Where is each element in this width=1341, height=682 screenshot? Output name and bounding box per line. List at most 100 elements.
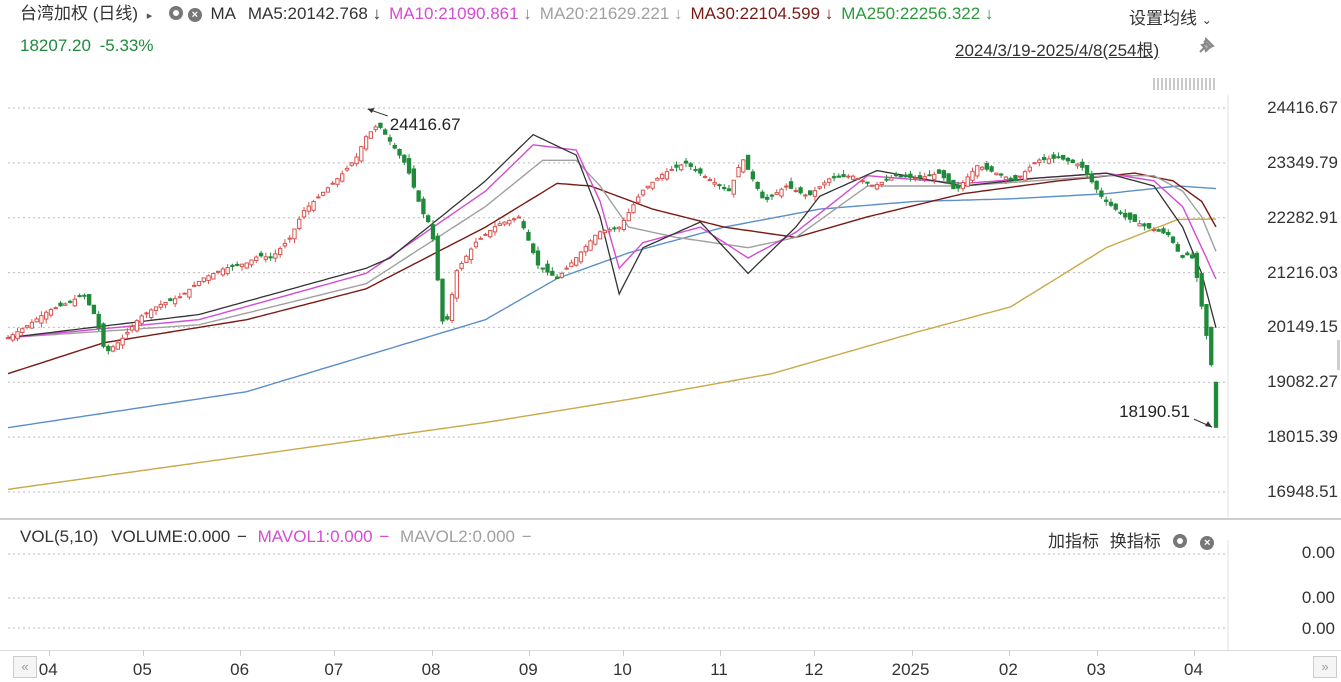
vol-mavol2: MAVOL2:0.000 <box>400 527 516 546</box>
candle-body <box>669 168 674 171</box>
right-scroll-handle[interactable] <box>1337 340 1340 370</box>
candle-body <box>1084 165 1090 176</box>
candle-body <box>788 181 794 189</box>
add-indicator-button[interactable]: 加指标 <box>1048 532 1099 551</box>
candle-body <box>454 270 459 299</box>
x-tick-label-7: 11 <box>710 660 728 679</box>
candle-body <box>564 267 569 270</box>
candle-body <box>1032 162 1037 165</box>
ma-line-ma20 <box>7 159 1217 339</box>
candle-body <box>1008 177 1013 180</box>
panel-divider[interactable] <box>0 518 1341 520</box>
candle-body <box>607 229 612 232</box>
candle-body <box>502 221 507 225</box>
low-label: 18190.51 <box>1119 402 1190 421</box>
candle-body <box>1070 159 1075 163</box>
candle-body <box>1075 163 1080 167</box>
candle-body <box>927 174 932 177</box>
drag-handle-icon[interactable] <box>1153 78 1217 90</box>
candle-body <box>29 321 35 329</box>
x-tick-mark <box>334 650 336 656</box>
x-tick-label-12: 04 <box>1184 660 1203 679</box>
candle-body <box>58 302 63 307</box>
candle-body <box>636 196 641 203</box>
candle-body <box>1099 190 1104 197</box>
chevron-down-icon: ⌄ <box>1201 13 1212 27</box>
candle-body <box>354 156 359 165</box>
x-tick-label-9: 2025 <box>891 660 930 679</box>
candle-body <box>24 325 30 328</box>
candle-body <box>492 226 498 233</box>
candle-body <box>129 325 135 331</box>
candle-body <box>511 218 517 221</box>
vol-close-icon[interactable]: × <box>1200 536 1215 550</box>
vol-dash-2: − <box>379 527 390 546</box>
candle-body <box>72 298 78 307</box>
candle-body <box>979 166 985 170</box>
candle-body <box>335 178 340 185</box>
index-title[interactable]: 台湾加权 (日线) <box>20 4 139 23</box>
scroll-right-button[interactable]: » <box>1313 656 1337 678</box>
candle-body <box>760 191 765 199</box>
candle-body <box>659 173 665 179</box>
candle-body <box>1013 175 1018 182</box>
candle-body <box>1146 223 1152 229</box>
vol-mavol1: MAVOL1:0.000 <box>257 527 373 546</box>
y-tick-label-1: 23349.79 <box>1267 152 1338 172</box>
ma-label: MA <box>210 4 236 23</box>
candle-body <box>574 257 579 266</box>
candle-body <box>626 212 631 222</box>
candle-body <box>645 185 650 189</box>
candle-body <box>559 272 565 278</box>
close-icon[interactable]: × <box>187 8 202 22</box>
x-tick-label-6: 10 <box>612 660 632 679</box>
candle-body <box>144 312 149 315</box>
scroll-left-button[interactable]: « <box>13 656 37 678</box>
candle-body <box>211 272 216 280</box>
candle-body <box>612 227 617 230</box>
indicator-controls: 加指标 换指标 × <box>1048 527 1215 552</box>
date-range[interactable]: 2024/3/19-2025/4/8(254根) <box>955 36 1159 61</box>
candle-body <box>741 159 746 173</box>
switch-indicator-button[interactable]: 换指标 <box>1109 532 1161 551</box>
candle-body <box>44 311 49 320</box>
candle-body <box>812 190 818 197</box>
candle-body <box>282 242 288 247</box>
candle-body <box>540 267 545 270</box>
x-tick-label-3: 07 <box>324 660 344 679</box>
candle-body <box>1113 203 1118 210</box>
candle-body <box>363 136 369 150</box>
y-tick-label-7: 16948.51 <box>1267 482 1338 501</box>
high-label: 24416.67 <box>390 115 461 134</box>
candle-body <box>640 189 646 196</box>
candle-body <box>554 276 560 280</box>
candle-body <box>383 129 388 135</box>
last-price: 18207.20 <box>20 36 91 55</box>
candlestick-chart[interactable]: 24416.67 18190.51 <box>0 95 1341 520</box>
candle-body <box>965 176 970 187</box>
settings-ma-button[interactable]: 设置均线 ⌄ <box>1129 4 1212 29</box>
candle-body <box>865 181 870 184</box>
candle-body <box>1137 223 1142 227</box>
candle-body <box>664 171 670 180</box>
gear-icon[interactable] <box>169 6 184 20</box>
candle-body <box>53 307 58 310</box>
candle-body <box>378 122 383 128</box>
candle-body <box>359 146 364 162</box>
y-tick-label-6: 18015.39 <box>1267 427 1338 447</box>
vol-gear-icon[interactable] <box>1173 534 1188 548</box>
candle-body <box>287 237 292 240</box>
x-tick-mark <box>911 650 913 656</box>
candle-body <box>1118 211 1123 214</box>
candle-body <box>946 173 951 184</box>
candle-body <box>698 168 703 174</box>
x-tick-mark <box>622 650 624 656</box>
pin-icon[interactable] <box>1196 37 1216 55</box>
candle-body <box>913 177 918 180</box>
candle-body <box>411 168 417 188</box>
candle-body <box>578 251 584 263</box>
candle-body <box>1037 159 1042 164</box>
expand-arrow-icon[interactable]: ▸ <box>146 10 153 22</box>
candle-body <box>998 173 1004 176</box>
candle-body <box>239 263 245 268</box>
